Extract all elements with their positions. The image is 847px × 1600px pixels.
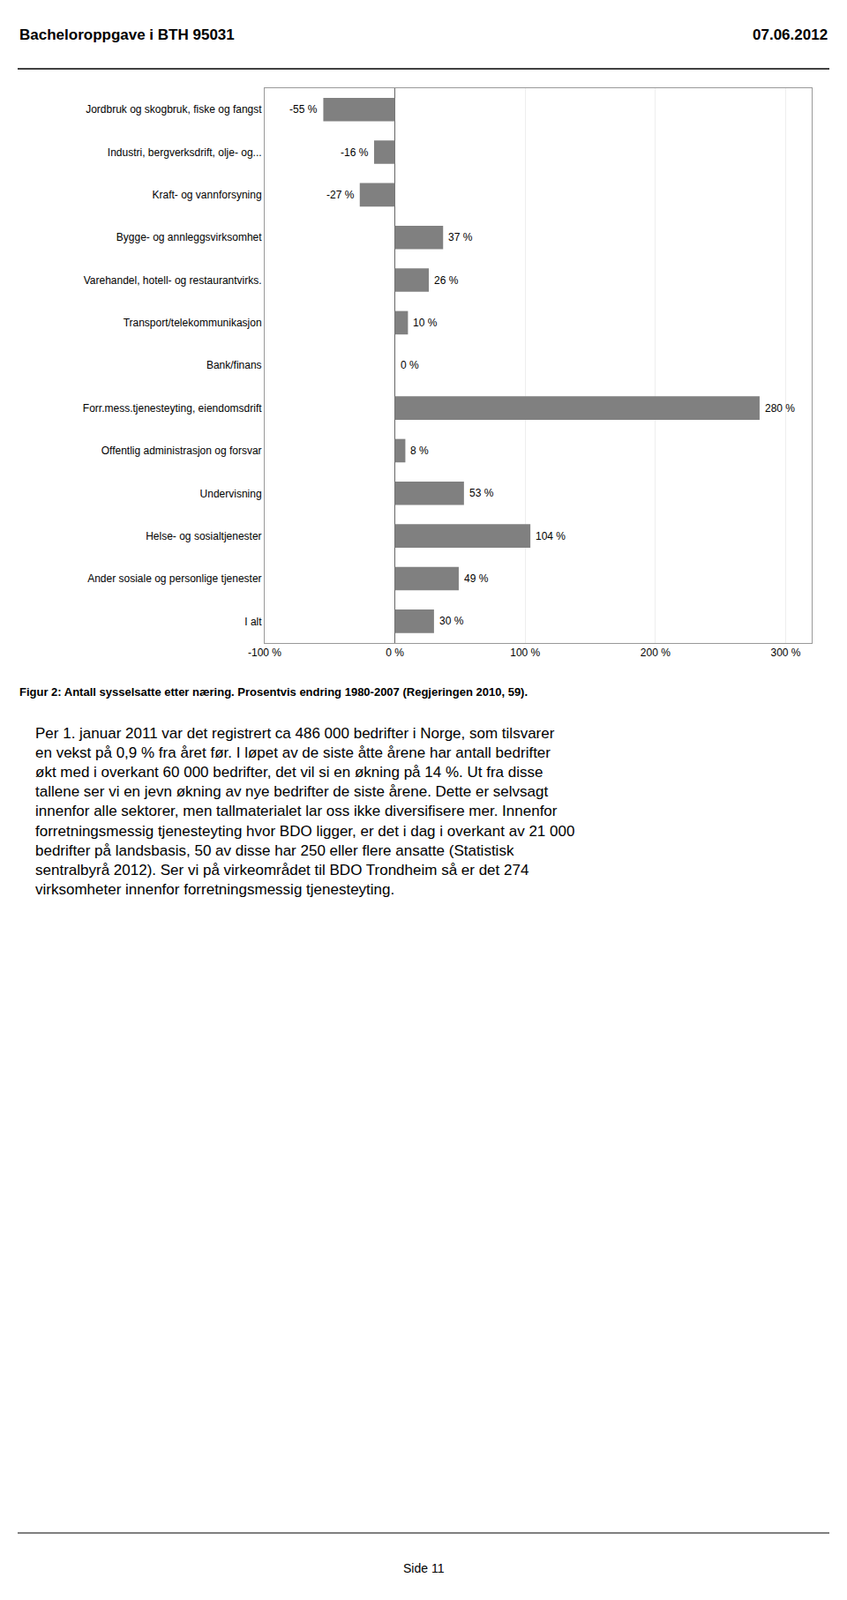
svg-text:I alt: I alt [244, 615, 263, 629]
svg-text:Kraft- og vannforsyning: Kraft- og vannforsyning [152, 188, 263, 202]
svg-text:Jordbruk og skogbruk, fiske og: Jordbruk og skogbruk, fiske og fangst [85, 103, 263, 116]
svg-text:49 %: 49 % [464, 572, 489, 585]
svg-text:280 %: 280 % [764, 402, 795, 415]
svg-text:-16 %: -16 % [340, 146, 369, 159]
svg-text:26 %: 26 % [434, 274, 459, 287]
svg-text:Offentlig administrasjon og fo: Offentlig administrasjon og forsvar [101, 444, 263, 458]
svg-text:Bacheloroppgave i BTH 95031: Bacheloroppgave i BTH 95031 [19, 26, 235, 44]
svg-text:200 %: 200 % [640, 646, 671, 660]
svg-text:300 %: 300 % [770, 646, 801, 660]
svg-text:Bank/finans: Bank/finans [206, 359, 263, 372]
svg-text:37 %: 37 % [448, 231, 473, 244]
svg-text:Industri, bergverksdrift, olje: Industri, bergverksdrift, olje- og... [107, 146, 263, 159]
svg-text:53 %: 53 % [469, 487, 495, 500]
svg-text:Per 1. januar 2011 var det reg: Per 1. januar 2011 var det registrert ca… [35, 725, 575, 899]
svg-text:-55 %: -55 % [289, 103, 318, 116]
svg-text:Undervisning: Undervisning [200, 487, 263, 501]
svg-text:0 %: 0 % [400, 359, 420, 372]
svg-text:-27 %: -27 % [326, 188, 355, 202]
svg-text:Bygge- og annleggsvirksomhet: Bygge- og annleggsvirksomhet [116, 231, 263, 244]
svg-text:30 %: 30 % [439, 614, 465, 628]
svg-text:Ander sosiale og personlige tj: Ander sosiale og personlige tjenester [87, 572, 262, 585]
svg-text:Helse- og sosialtjenester: Helse- og sosialtjenester [145, 530, 262, 543]
svg-text:Varehandel, hotell- og restaur: Varehandel, hotell- og restaurantvirks. [83, 274, 263, 287]
svg-text:-100 %: -100 % [247, 646, 282, 660]
svg-text:100 %: 100 % [509, 646, 540, 660]
svg-text:Side 11: Side 11 [403, 1561, 445, 1576]
svg-text:Transport/telekommunikasjon: Transport/telekommunikasjon [123, 316, 263, 330]
svg-text:10 %: 10 % [412, 316, 438, 330]
svg-text:0 %: 0 % [385, 646, 405, 660]
svg-text:Forr.mess.tjenesteyting, eiend: Forr.mess.tjenesteyting, eiendomsdrift [82, 402, 263, 415]
svg-text:Figur 2: Antall sysselsatte et: Figur 2: Antall sysselsatte etter næring… [19, 685, 528, 699]
svg-text:8 %: 8 % [410, 444, 429, 458]
svg-text:07.06.2012: 07.06.2012 [752, 26, 828, 44]
svg-text:104 %: 104 % [535, 530, 566, 543]
